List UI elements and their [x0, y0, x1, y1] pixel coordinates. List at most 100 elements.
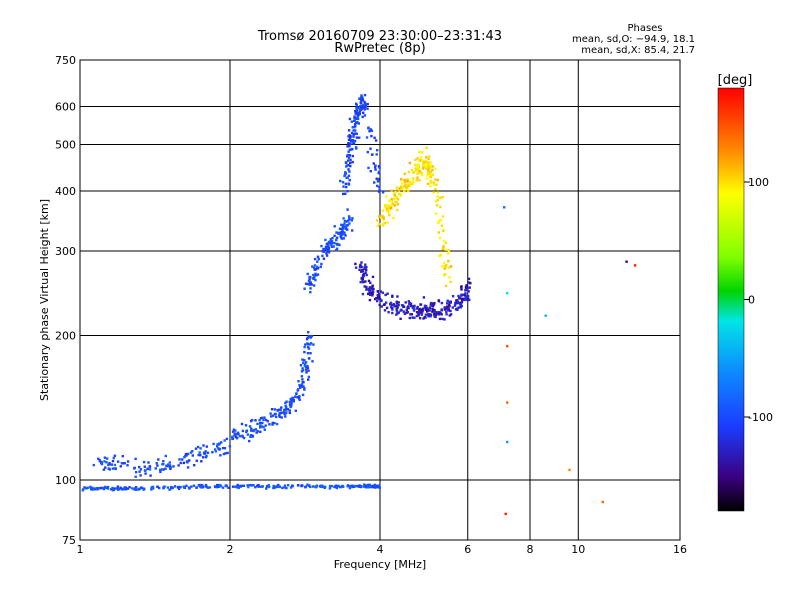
data-point: [352, 133, 355, 136]
data-point: [341, 225, 345, 229]
data-point: [395, 313, 398, 316]
data-point: [347, 138, 351, 141]
data-point: [418, 170, 422, 173]
data-point: [447, 252, 450, 255]
data-point: [205, 485, 208, 488]
data-point: [395, 201, 398, 204]
data-point: [365, 273, 368, 277]
data-point: [425, 160, 429, 164]
data-point: [353, 115, 356, 118]
data-point: [358, 136, 361, 139]
data-point: [139, 474, 142, 477]
data-point: [173, 485, 177, 488]
data-point: [284, 408, 288, 411]
scatter-points: [81, 93, 637, 516]
data-point: [443, 261, 446, 265]
data-point: [169, 467, 172, 471]
data-point: [284, 411, 287, 415]
data-point: [415, 314, 419, 318]
data-point: [138, 487, 141, 490]
data-point: [262, 425, 265, 429]
data-point: [443, 306, 446, 309]
data-point: [369, 170, 372, 173]
data-point: [263, 428, 266, 431]
data-point: [404, 301, 407, 304]
data-point: [167, 465, 170, 468]
data-point: [346, 223, 350, 227]
data-point: [280, 406, 283, 409]
data-point: [417, 314, 420, 317]
data-point: [403, 179, 406, 182]
data-point: [446, 305, 449, 308]
data-point: [464, 292, 467, 295]
data-point: [345, 220, 349, 223]
data-point: [250, 429, 253, 432]
data-point: [382, 303, 386, 306]
data-point: [320, 244, 323, 248]
data-point: [347, 142, 350, 145]
data-point: [162, 460, 165, 463]
data-point: [135, 486, 138, 489]
data-point: [447, 266, 451, 270]
data-point: [280, 416, 283, 419]
data-point: [380, 216, 383, 219]
data-point: [448, 314, 451, 317]
data-point: [357, 485, 360, 488]
data-point: [377, 292, 381, 296]
data-point: [391, 311, 394, 315]
data-point: [449, 309, 452, 313]
data-point: [387, 204, 391, 207]
data-point: [402, 305, 405, 308]
data-point: [425, 304, 428, 308]
data-point: [347, 174, 351, 177]
data-point: [303, 350, 306, 354]
data-point: [330, 245, 334, 248]
data-point: [443, 267, 446, 270]
data-point: [442, 273, 446, 277]
data-point: [437, 313, 440, 316]
data-point: [327, 247, 331, 251]
data-point: [306, 346, 310, 349]
data-point: [284, 404, 287, 408]
data-point: [429, 173, 433, 176]
data-point: [327, 242, 331, 245]
data-point: [440, 309, 443, 312]
x-tick-label: 16: [673, 543, 687, 556]
data-point: [100, 462, 104, 466]
data-point: [218, 443, 221, 446]
data-point: [405, 311, 408, 314]
data-point: [447, 307, 450, 311]
data-point: [449, 301, 452, 304]
data-point: [428, 309, 431, 312]
data-point: [288, 409, 291, 412]
data-point: [306, 366, 310, 370]
data-point: [427, 315, 430, 318]
data-point: [355, 109, 358, 112]
data-point: [151, 485, 155, 489]
data-point: [291, 396, 294, 400]
data-point: [359, 108, 363, 111]
data-point: [347, 150, 350, 153]
data-point: [389, 199, 392, 203]
data-point: [358, 268, 361, 271]
data-point: [351, 147, 354, 151]
data-point: [102, 468, 106, 471]
data-point: [395, 307, 398, 310]
data-point: [394, 190, 397, 194]
data-point: [213, 448, 217, 451]
data-point: [361, 96, 364, 99]
data-point: [302, 361, 305, 364]
data-point: [426, 172, 430, 175]
data-point: [93, 488, 97, 491]
data-point: [354, 121, 358, 125]
data-point: [447, 249, 451, 252]
data-point: [363, 285, 366, 288]
data-point: [361, 115, 364, 119]
data-point: [345, 176, 348, 180]
data-point: [420, 313, 423, 316]
data-point: [447, 259, 450, 263]
data-point: [306, 272, 309, 276]
data-point: [435, 311, 439, 314]
data-point: [354, 146, 358, 149]
data-point: [371, 485, 374, 489]
